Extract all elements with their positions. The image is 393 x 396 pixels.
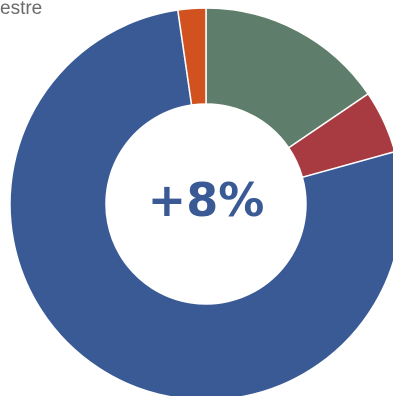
donut-slice-3: [9, 9, 393, 396]
chart-title-fragment: estre: [0, 0, 43, 19]
donut-slice-2: [287, 92, 393, 179]
donut-slices: [9, 7, 393, 396]
donut-slice-1: [205, 7, 370, 149]
donut-slice-4: [176, 7, 207, 106]
center-label: +8%: [148, 173, 265, 227]
